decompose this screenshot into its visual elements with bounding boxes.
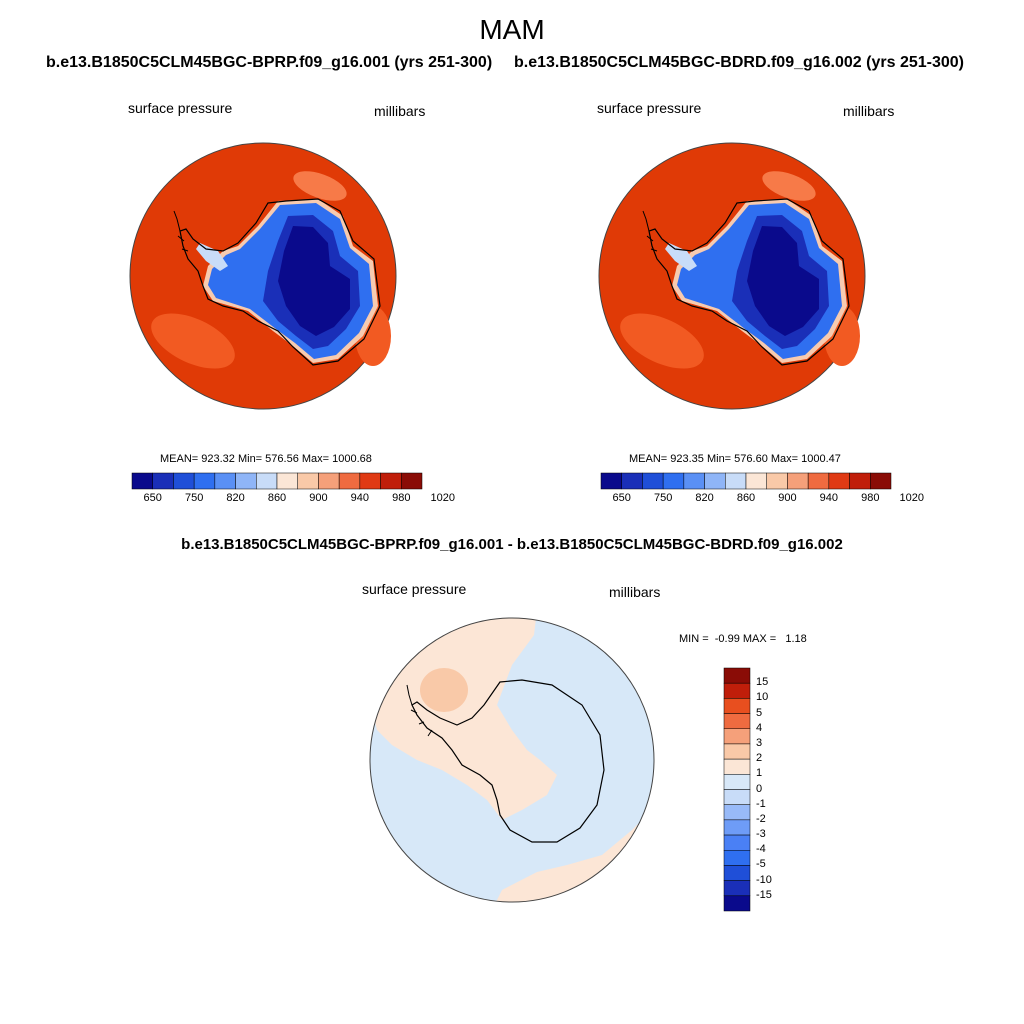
diff-colorbar-swatch (723, 774, 751, 790)
left-colorbar-swatch (152, 472, 174, 490)
diff-colorbar-swatch (723, 895, 751, 912)
left-polar-map (129, 142, 397, 410)
left-colorbar-tick-label: 820 (226, 492, 245, 504)
diff-colorbar-tick-label: 10 (756, 691, 769, 704)
right-colorbar-swatch (828, 472, 850, 490)
diff-colorbar-tick-label: 1 (756, 767, 763, 780)
left-colorbar-swatch (193, 472, 216, 490)
diff-colorbar-swatch (723, 804, 751, 821)
left-stats: MEAN= 923.32 Min= 576.56 Max= 1000.68 (160, 453, 372, 465)
diff-colorbar-swatch (723, 743, 751, 760)
right-colorbar-swatch (621, 472, 643, 490)
left-colorbar-tick-label: 650 (143, 492, 162, 504)
left-colorbar-swatch (276, 472, 298, 490)
right-variable-label: surface pressure (597, 100, 702, 116)
diff-colorbar-swatch (723, 698, 751, 714)
diff-stats: MIN = -0.99 MAX = 1.18 (679, 633, 807, 645)
left-colorbar-swatch (338, 472, 361, 490)
diff-colorbar-swatch (723, 834, 751, 851)
diff-colorbar-tick-label: -15 (756, 888, 772, 901)
left-colorbar-tick-label: 750 (184, 492, 204, 504)
diff-colorbar-tick-label: 0 (756, 782, 763, 795)
right-colorbar-tick-label: 900 (778, 492, 797, 504)
main-title: MAM (479, 14, 545, 45)
left-colorbar-swatch (235, 472, 257, 490)
left-colorbar-swatch (401, 472, 423, 490)
right-colorbar-swatch (662, 472, 685, 490)
right-stats: MEAN= 923.35 Min= 576.60 Max= 1000.47 (629, 453, 841, 465)
diff-units-label: millibars (609, 584, 661, 600)
diff-colorbar-labels: 15 10 5 4 3 2 1 0 -1 -2 -3 -4 -5 -10 -15 (756, 668, 796, 911)
diff-colorbar-swatch (723, 758, 751, 775)
difference-polar-map (369, 617, 655, 903)
diff-colorbar-tick-label: -10 (756, 873, 772, 886)
diff-colorbar-tick-label: -4 (756, 843, 766, 856)
diff-colorbar-tick-label: 3 (756, 736, 763, 749)
right-colorbar-tick-label: 650 (612, 492, 631, 504)
left-units-label: millibars (374, 103, 426, 119)
right-colorbar-tick-label: 750 (653, 492, 673, 504)
right-colorbar-swatch (642, 472, 664, 490)
right-colorbar-swatch (807, 472, 830, 490)
diff-colorbar-tick-label: -3 (756, 828, 766, 841)
diff-colorbar-swatch (723, 819, 751, 836)
right-colorbar-swatch (683, 472, 705, 490)
right-colorbar-tick-label: 820 (695, 492, 714, 504)
left-colorbar-swatch (214, 472, 236, 490)
right-colorbar-tick-label: 940 (819, 492, 839, 504)
right-colorbar-tick-label: 860 (736, 492, 756, 504)
diff-colorbar-tick-label: -1 (756, 797, 766, 810)
left-colorbar-swatch (297, 472, 319, 490)
left-colorbar-tick-label: 900 (309, 492, 328, 504)
right-colorbar-swatch (870, 472, 892, 490)
left-case-title: b.e13.B1850C5CLM45BGC-BPRP.f09_g16.001 (… (46, 54, 493, 71)
left-colorbar-swatch (173, 472, 195, 490)
diff-colorbar-tick-label: 4 (756, 721, 763, 734)
right-colorbar-swatch (849, 472, 871, 490)
right-colorbar-tick-label: 980 (861, 492, 880, 504)
right-units-label: millibars (843, 103, 895, 119)
right-colorbar-swatch (745, 472, 767, 490)
left-colorbar (131, 472, 423, 490)
left-colorbar-tick-label: 980 (392, 492, 411, 504)
diff-colorbar-tick-label: 15 (756, 676, 769, 689)
right-colorbar-swatch (600, 472, 622, 490)
diff-colorbar-tick-label: 5 (756, 706, 763, 719)
diff-colorbar-swatch (723, 789, 751, 805)
difference-title: b.e13.B1850C5CLM45BGC-BPRP.f09_g16.001 -… (181, 536, 843, 553)
left-colorbar-labels: 650 750 820 860 900 940 980 1020 (132, 492, 455, 508)
diff-colorbar-swatch (723, 713, 751, 729)
left-colorbar-swatch (256, 472, 278, 490)
left-colorbar-swatch (318, 472, 340, 490)
right-colorbar-labels: 650 750 820 860 900 940 980 1020 (601, 492, 924, 508)
diff-colorbar (723, 667, 751, 912)
left-colorbar-tick-label: 1020 (430, 492, 455, 504)
diff-variable-label: surface pressure (362, 581, 467, 597)
left-colorbar-swatch (380, 472, 402, 490)
diff-colorbar-swatch (723, 850, 751, 866)
diff-colorbar-swatch (723, 865, 751, 881)
left-colorbar-swatch (131, 472, 153, 490)
right-polar-map (598, 142, 866, 410)
right-case-title: b.e13.B1850C5CLM45BGC-BDRD.f09_g16.002 (… (514, 54, 964, 71)
right-colorbar-tick-label: 1020 (899, 492, 924, 504)
left-colorbar-swatch (359, 472, 381, 490)
right-colorbar (600, 472, 892, 490)
right-colorbar-swatch (725, 472, 747, 490)
diff-colorbar-swatch (723, 728, 751, 745)
diff-colorbar-tick-label: 2 (756, 752, 763, 765)
diff-colorbar-swatch (723, 667, 751, 684)
left-colorbar-tick-label: 860 (267, 492, 287, 504)
left-colorbar-tick-label: 940 (350, 492, 370, 504)
diff-colorbar-tick-label: -5 (756, 858, 766, 871)
left-variable-label: surface pressure (128, 100, 233, 116)
right-colorbar-swatch (766, 472, 788, 490)
right-colorbar-swatch (704, 472, 726, 490)
right-colorbar-swatch (787, 472, 809, 490)
diff-colorbar-tick-label: -2 (756, 812, 766, 825)
diff-colorbar-swatch (723, 682, 751, 699)
diff-colorbar-swatch (723, 880, 751, 897)
